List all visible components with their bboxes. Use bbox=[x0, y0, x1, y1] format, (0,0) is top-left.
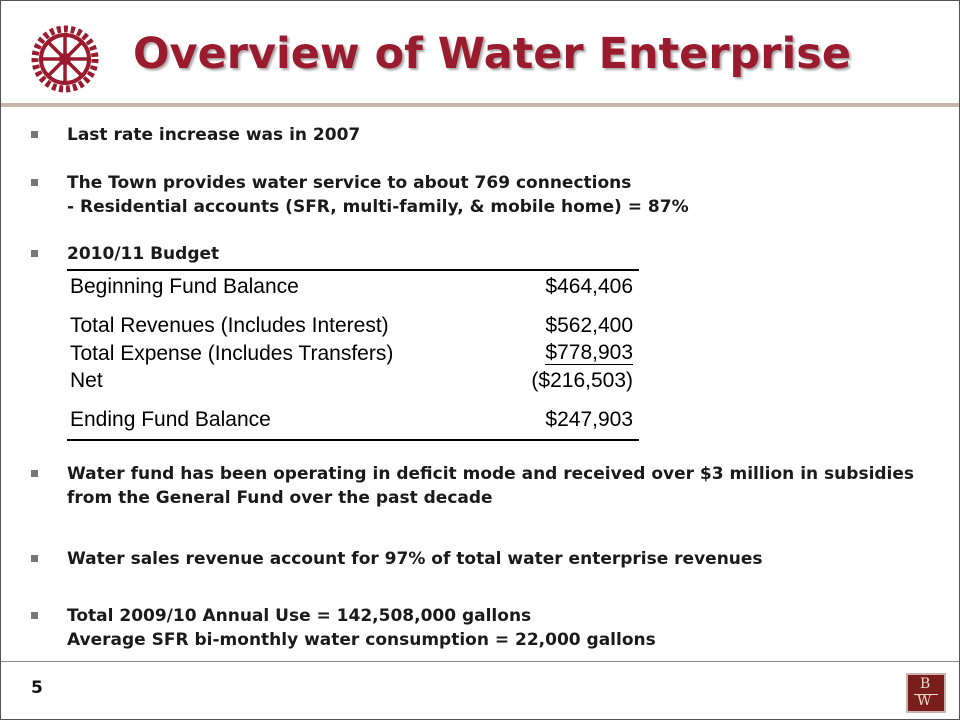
budget-row: Total Revenues (Includes Interest) $562,… bbox=[70, 314, 633, 340]
bullet-text: Water sales revenue account for 97% of t… bbox=[67, 549, 763, 569]
budget-row: Net ($216,503) bbox=[70, 369, 633, 395]
bullet-text: Average SFR bi-monthly water consumption… bbox=[67, 630, 656, 650]
bullet-marker-icon bbox=[31, 179, 38, 186]
bullet-marker-icon bbox=[31, 470, 38, 477]
bw-logo-letter-w: W bbox=[917, 693, 932, 709]
bw-logo-letter-b: B bbox=[920, 676, 931, 692]
bullet-marker-icon bbox=[31, 131, 38, 138]
bullet-text: Last rate increase was in 2007 bbox=[67, 125, 361, 145]
budget-amount: $464,406 bbox=[545, 275, 633, 298]
bullet-marker-icon bbox=[31, 555, 38, 562]
budget-amount: ($216,503) bbox=[531, 369, 633, 392]
budget-amount: $247,903 bbox=[545, 408, 633, 431]
budget-table: Beginning Fund Balance $464,406 Total Re… bbox=[67, 269, 639, 441]
footer-divider bbox=[1, 661, 959, 662]
budget-row: Ending Fund Balance $247,903 bbox=[70, 408, 633, 434]
budget-row: Total Expense (Includes Transfers) $778,… bbox=[70, 342, 633, 368]
budget-label: Total Expense (Includes Transfers) bbox=[70, 342, 394, 365]
bw-logo: B W bbox=[906, 673, 946, 713]
page-number: 5 bbox=[31, 678, 43, 698]
bullet-marker-icon bbox=[31, 250, 38, 257]
budget-label: Ending Fund Balance bbox=[70, 408, 271, 431]
title-divider bbox=[1, 103, 959, 107]
bullet-text: from the General Fund over the past deca… bbox=[67, 488, 493, 508]
budget-row: Beginning Fund Balance $464,406 bbox=[70, 275, 633, 301]
bw-logo-divider bbox=[914, 694, 938, 695]
budget-amount: $562,400 bbox=[545, 314, 633, 337]
budget-label: Net bbox=[70, 369, 103, 392]
budget-label: Total Revenues (Includes Interest) bbox=[70, 314, 389, 337]
gear-wheel-icon bbox=[31, 25, 99, 93]
budget-label: Beginning Fund Balance bbox=[70, 275, 299, 298]
bullet-text: Total 2009/10 Annual Use = 142,508,000 g… bbox=[67, 606, 532, 626]
bullet-text: 2010/11 Budget bbox=[67, 244, 220, 264]
budget-amount: $778,903 bbox=[545, 341, 633, 365]
page-title: Overview of Water Enterprise bbox=[133, 29, 852, 79]
bullet-marker-icon bbox=[31, 612, 38, 619]
bullet-text: The Town provides water service to about… bbox=[67, 173, 632, 193]
bullet-text: Water fund has been operating in deficit… bbox=[67, 464, 915, 484]
bullet-subtext: - Residential accounts (SFR, multi-famil… bbox=[67, 197, 689, 217]
